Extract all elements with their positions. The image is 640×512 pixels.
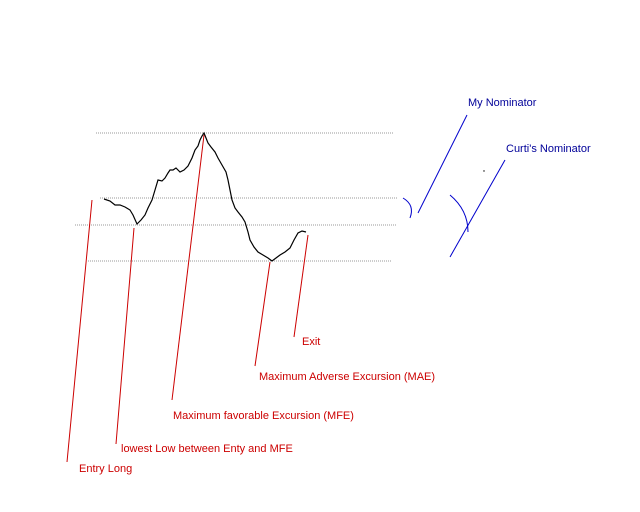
nominator-marks xyxy=(402,114,506,258)
label: Maximum Adverse Excursion (MAE) xyxy=(259,371,435,383)
pointer xyxy=(254,261,271,367)
pointer xyxy=(449,159,506,258)
dot xyxy=(483,170,485,172)
price-line xyxy=(103,131,307,262)
pointer xyxy=(66,199,93,463)
bracket xyxy=(402,197,412,219)
pointer xyxy=(293,234,309,338)
label: Exit xyxy=(302,336,320,348)
label: lowest Low between Enty and MFE xyxy=(121,443,293,455)
bracket xyxy=(449,194,469,233)
pointer xyxy=(115,227,135,445)
pointer xyxy=(171,134,205,401)
label: Curti's Nominator xyxy=(506,143,591,155)
pointer-lines xyxy=(66,134,309,463)
pointer xyxy=(417,114,468,214)
label: Maximum favorable Excursion (MFE) xyxy=(173,410,354,422)
label: Entry Long xyxy=(79,463,132,475)
label: My Nominator xyxy=(468,97,537,109)
